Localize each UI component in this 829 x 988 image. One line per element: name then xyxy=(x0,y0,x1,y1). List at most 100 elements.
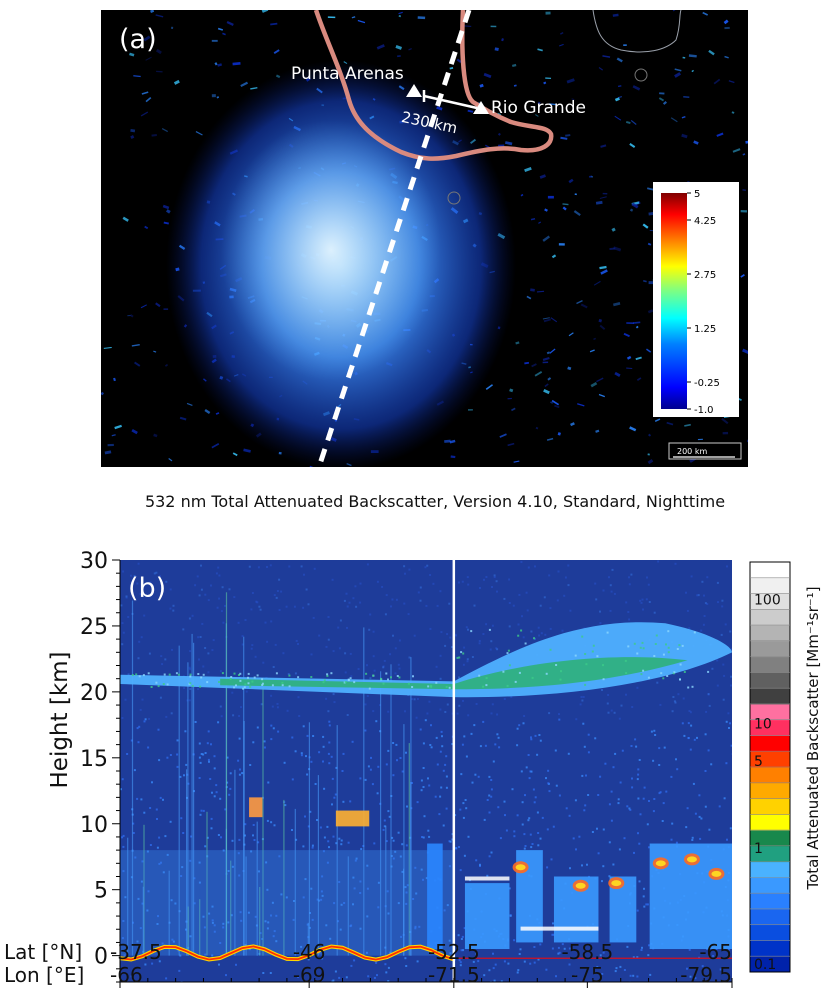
noise-pixel xyxy=(482,633,485,635)
noise-pixel xyxy=(373,842,376,845)
speckle xyxy=(629,208,634,212)
aerosol-layer-pixel xyxy=(281,681,284,684)
noise-pixel xyxy=(309,810,312,813)
noise-pixel xyxy=(461,743,464,746)
aerosol-layer-pixel xyxy=(482,685,485,688)
speckle xyxy=(562,206,567,211)
speckle xyxy=(611,227,616,232)
noise-pixel xyxy=(528,777,531,780)
noise-pixel xyxy=(318,634,321,637)
noise-pixel xyxy=(663,746,666,749)
speckle xyxy=(648,433,652,437)
noise-pixel xyxy=(307,958,310,961)
noise-pixel xyxy=(339,928,342,931)
noise-pixel xyxy=(551,933,554,936)
noise-pixel xyxy=(591,831,594,833)
noise-pixel xyxy=(226,781,229,784)
noise-pixel xyxy=(350,675,353,678)
speckle xyxy=(395,45,403,50)
noise-pixel xyxy=(686,609,689,612)
noise-pixel xyxy=(340,843,343,846)
noise-pixel xyxy=(270,821,273,824)
noise-pixel xyxy=(294,750,297,753)
noise-pixel xyxy=(568,963,571,966)
aerosol-layer-pixel xyxy=(380,677,382,680)
noise-pixel xyxy=(482,720,485,723)
noise-pixel xyxy=(436,763,439,766)
speckle xyxy=(713,78,721,85)
lat-tick-label: -65 xyxy=(699,940,732,964)
noise-pixel xyxy=(429,574,432,576)
noise-streak xyxy=(347,856,349,956)
noise-pixel xyxy=(254,655,257,658)
noise-pixel xyxy=(295,838,298,841)
noise-pixel xyxy=(658,747,661,750)
speckle xyxy=(376,44,385,50)
backscatter-colorbar-swatch xyxy=(750,782,790,800)
speckle xyxy=(593,337,596,341)
noise-pixel xyxy=(405,902,408,905)
height-tick-label: 20 xyxy=(80,681,108,706)
noise-pixel xyxy=(392,634,394,637)
noise-pixel xyxy=(508,602,511,604)
backscatter-colorbar-tick-label: 10 xyxy=(754,717,772,733)
noise-pixel xyxy=(583,745,586,748)
noise-pixel xyxy=(215,784,218,787)
speckle xyxy=(507,442,515,447)
noise-pixel xyxy=(198,756,201,759)
noise-pixel xyxy=(461,580,464,583)
noise-pixel xyxy=(541,816,544,819)
aerosol-layer-pixel xyxy=(574,654,577,657)
noise-pixel xyxy=(325,924,328,927)
noise-pixel xyxy=(207,758,210,761)
noise-pixel xyxy=(182,628,185,631)
noise-streak xyxy=(390,664,392,956)
speckle xyxy=(531,363,537,368)
noise-pixel xyxy=(422,786,425,788)
noise-pixel xyxy=(610,709,613,712)
noise-pixel xyxy=(137,741,140,744)
noise-pixel xyxy=(158,960,161,963)
aerosol-layer-pixel xyxy=(239,679,242,682)
noise-pixel xyxy=(130,574,132,577)
island-marker xyxy=(634,68,648,82)
noise-pixel xyxy=(671,822,674,825)
noise-pixel xyxy=(443,909,446,912)
noise-pixel xyxy=(531,843,534,845)
noise-pixel xyxy=(584,804,587,807)
speckle xyxy=(625,120,631,125)
noise-pixel xyxy=(503,698,506,700)
noise-pixel xyxy=(293,900,295,902)
noise-pixel xyxy=(302,845,305,848)
noise-pixel xyxy=(498,746,501,749)
backscatter-colorbar-tick-label: 100 xyxy=(754,592,781,608)
noise-pixel xyxy=(703,615,706,617)
noise-pixel xyxy=(141,698,144,701)
noise-pixel xyxy=(369,613,372,616)
noise-pixel xyxy=(165,580,168,583)
noise-pixel xyxy=(287,673,290,676)
noise-pixel xyxy=(690,724,693,727)
noise-pixel xyxy=(439,795,442,798)
noise-pixel xyxy=(276,590,279,592)
noise-pixel xyxy=(388,815,391,818)
noise-pixel xyxy=(373,669,376,672)
noise-pixel xyxy=(543,596,546,599)
noise-pixel xyxy=(631,706,634,708)
noise-pixel xyxy=(513,835,516,838)
noise-pixel xyxy=(275,914,278,917)
speckle xyxy=(742,153,746,156)
noise-pixel xyxy=(332,693,335,696)
noise-pixel xyxy=(338,837,341,840)
speckle xyxy=(164,363,169,367)
aerosol-layer-pixel xyxy=(162,683,165,685)
noise-pixel xyxy=(564,576,567,579)
noise-pixel xyxy=(420,789,423,792)
noise-pixel xyxy=(442,769,445,772)
speckle xyxy=(600,144,607,148)
noise-pixel xyxy=(291,778,294,781)
speckle xyxy=(547,195,554,199)
noise-pixel xyxy=(188,617,191,620)
speckle xyxy=(168,458,173,462)
noise-pixel xyxy=(312,616,315,619)
